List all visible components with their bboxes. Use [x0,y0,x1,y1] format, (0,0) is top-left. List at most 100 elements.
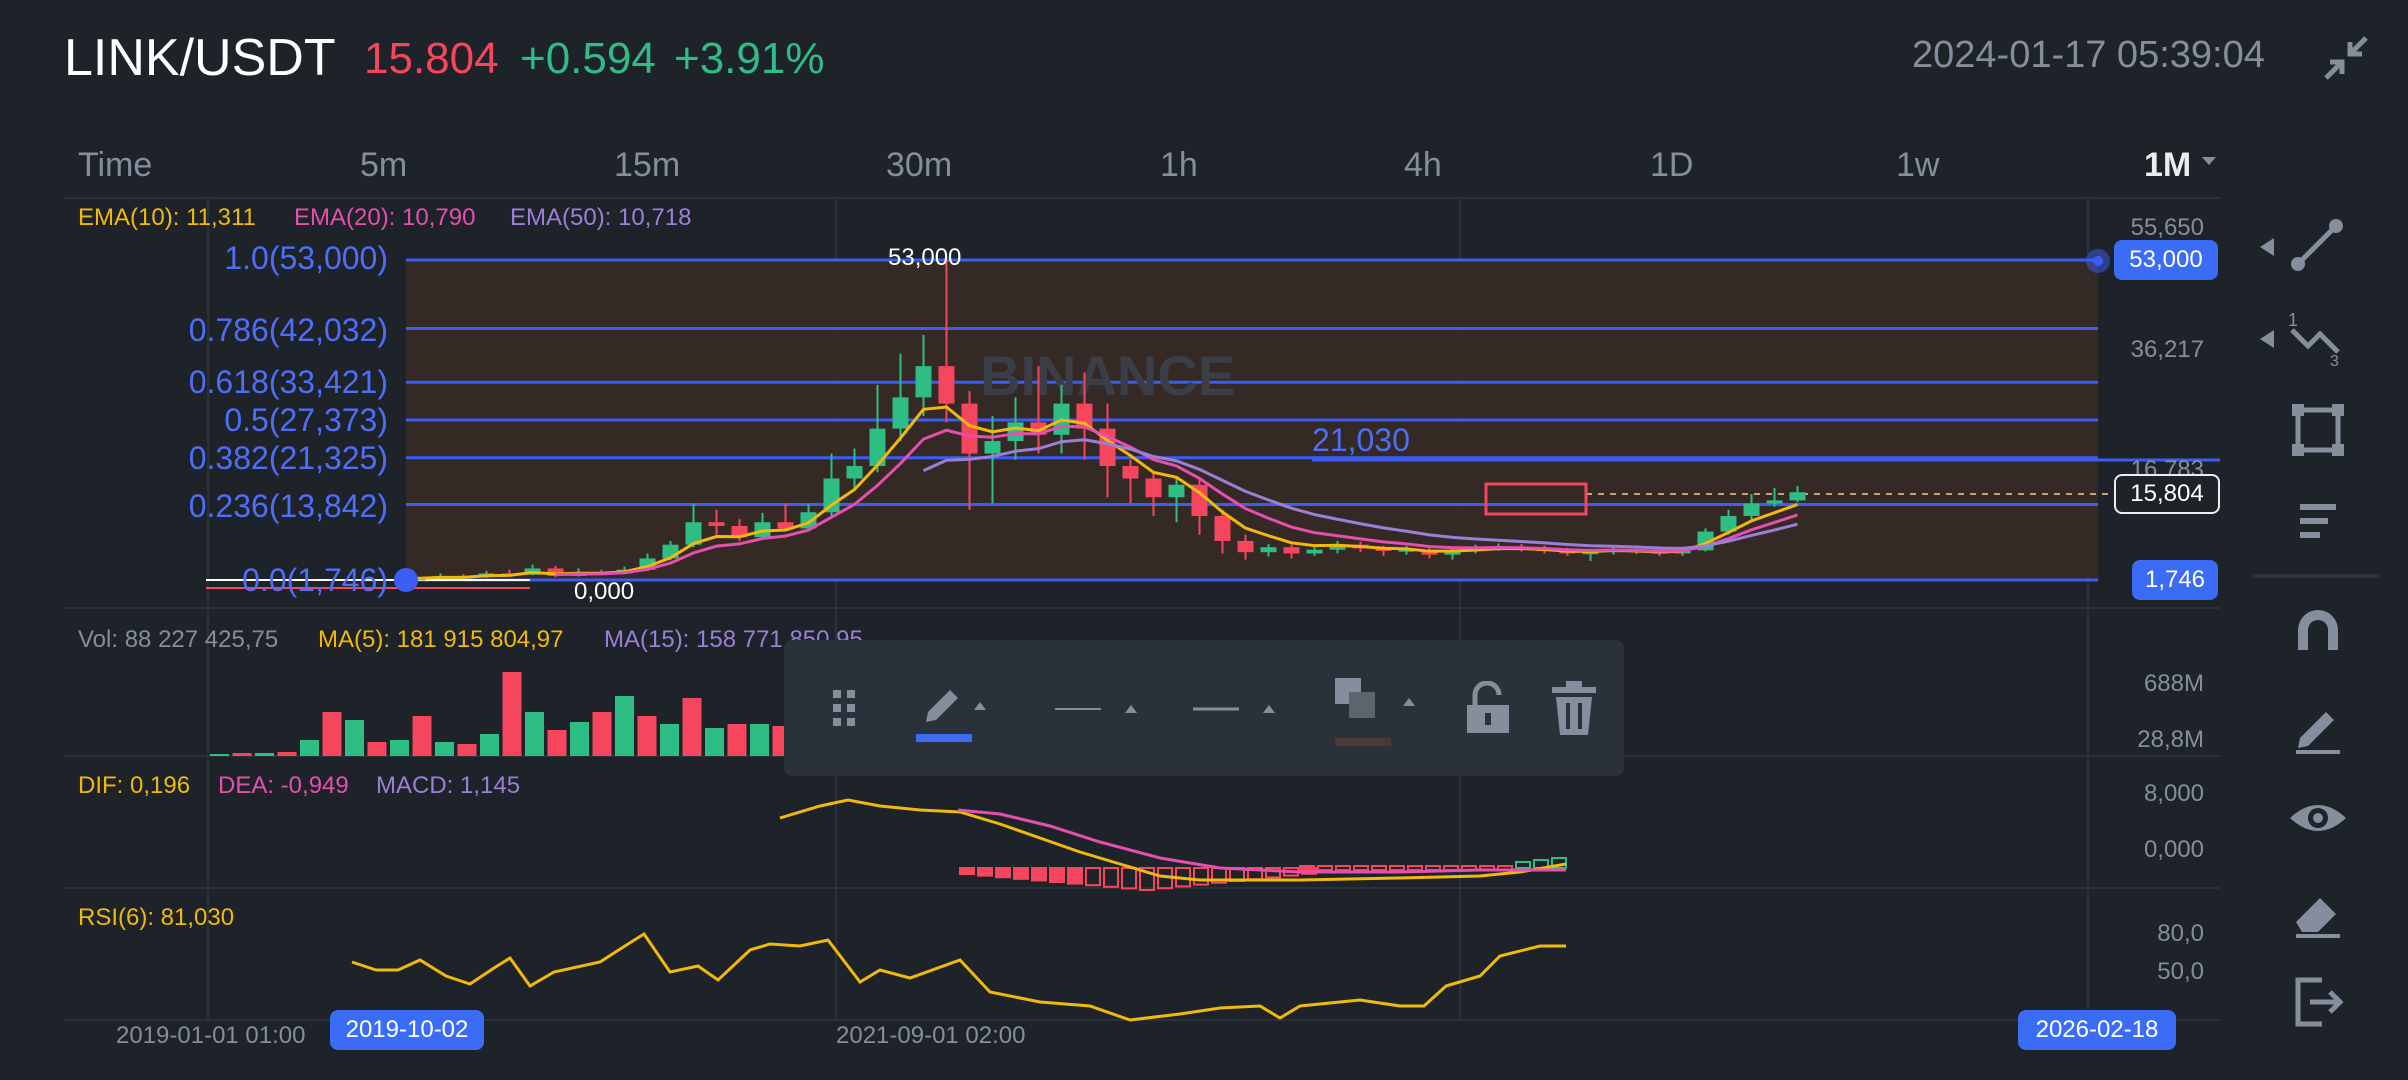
macd-bar [1121,867,1137,890]
volume-bar [705,728,724,756]
collapse-icon[interactable] [2322,34,2370,82]
watermark: BINANCE [980,344,1235,407]
volume-label: Vol: 88 227 425,75 [78,626,279,653]
candle-body [1306,549,1323,554]
candle-body [846,466,863,479]
macd-bar [1049,867,1065,883]
tab-5m[interactable]: 5m [360,146,408,184]
unlock-icon[interactable] [1448,640,1528,776]
price-tag-current: 15,804 [2114,474,2220,514]
candle-body [1122,466,1139,479]
tab-1h[interactable]: 1h [1160,146,1198,184]
trend-line-icon[interactable] [2286,214,2350,278]
macd-bar [995,867,1011,879]
tab-30m[interactable]: 30m [886,146,953,184]
candle-body [1237,540,1254,553]
low-label: 0,000 [574,578,635,605]
tab-15m[interactable]: 15m [614,146,681,184]
caret-left-icon[interactable] [2260,330,2274,353]
candle-body [869,428,886,467]
dif-label: DIF: 0,196 [78,772,191,799]
volume-bar [232,753,252,756]
macd-bar [1103,867,1119,888]
rsi-axis-label: 80,0 [2157,920,2204,947]
range-start-tag[interactable]: 2019-10-02 [330,1010,484,1050]
last-price: 15.804 [364,34,499,83]
candle-body [731,525,748,538]
volume-bar [210,754,229,756]
volume-bar [300,740,319,756]
exit-icon[interactable] [2286,970,2350,1034]
macd-bar [1335,865,1351,871]
drag-handle-icon[interactable] [814,640,874,776]
eraser-icon[interactable] [2286,878,2350,942]
volume-bar [255,753,274,756]
rsi-label: RSI(6): 81,030 [78,904,235,931]
volume-bar [525,712,544,756]
tab-1m[interactable]: 1M [2144,146,2192,184]
svg-text:1: 1 [2288,310,2298,330]
rsi-line [351,931,1566,1022]
selection-box [1484,482,1588,516]
candle-body [1444,550,1461,555]
candle-body [938,366,955,404]
fib-label-05: 0.5(27,373) [224,402,388,438]
macd-bar [1425,865,1441,871]
trash-icon[interactable] [1534,640,1614,776]
svg-text:3: 3 [2330,353,2339,370]
rsi-axis-label: 50,0 [2157,958,2204,985]
fill-color-icon[interactable] [1324,640,1444,776]
tab-1d[interactable]: 1D [1650,146,1694,184]
candle-body [1720,515,1737,532]
pencil-icon[interactable] [906,640,1006,776]
macd-bar [1515,861,1531,869]
candle-body [547,568,564,576]
dea-line [957,808,1566,874]
magnet-icon[interactable] [2286,600,2350,664]
candle-body [1145,478,1162,498]
candle-body [915,366,932,398]
ema20-line [555,424,1798,577]
eye-icon[interactable] [2286,786,2350,850]
tab-1w[interactable]: 1w [1896,146,1940,184]
time-axis-label: 2021-09-01 02:00 [836,1022,1026,1049]
tab-4h[interactable]: 4h [1404,146,1442,184]
pair-title[interactable]: LINK/USDT [64,29,336,87]
high-label: 53,000 [888,244,962,271]
volume-bar [592,712,612,756]
volume-bar [435,742,454,756]
volume-bar [637,716,657,756]
rectangle-icon[interactable] [2286,398,2350,462]
volume-bar [570,722,589,756]
current-datetime: 2024-01-17 05:39:04 [1912,34,2265,76]
macd-bar [977,867,993,877]
candle-body [1743,503,1760,516]
macd-bar [1371,865,1387,871]
macd-bar [1353,865,1369,871]
fib-label-1: 1.0(53,000) [224,240,388,276]
chevron-down-icon[interactable] [2200,152,2218,175]
volume-bar [367,742,387,756]
candle-body [823,478,840,513]
range-end-tag[interactable]: 2026-02-18 [2018,1010,2176,1050]
price-tag-top: 53,000 [2114,240,2218,280]
fib-label-0786: 0.786(42,032) [188,312,388,348]
caret-left-icon[interactable] [2260,238,2274,261]
volume-bar [277,752,297,756]
candle-body [984,441,1001,454]
price-change-percent: +3.91% [674,34,825,83]
macd-bar [1551,857,1567,869]
volume-bar [457,744,477,756]
line-style-icon[interactable] [1046,640,1166,776]
fib-label-0: 0.0(1,746) [242,562,388,598]
macd-bar [1013,867,1029,880]
line-width-icon[interactable] [1184,640,1304,776]
ema50-line [922,438,1798,550]
tab-time[interactable]: Time [78,146,153,184]
brush-icon[interactable] [2286,694,2350,758]
fib-label-0382: 0.382(21,325) [188,440,388,476]
text-lines-icon[interactable] [2286,490,2350,554]
macd-axis-label: 0,000 [2143,836,2204,863]
